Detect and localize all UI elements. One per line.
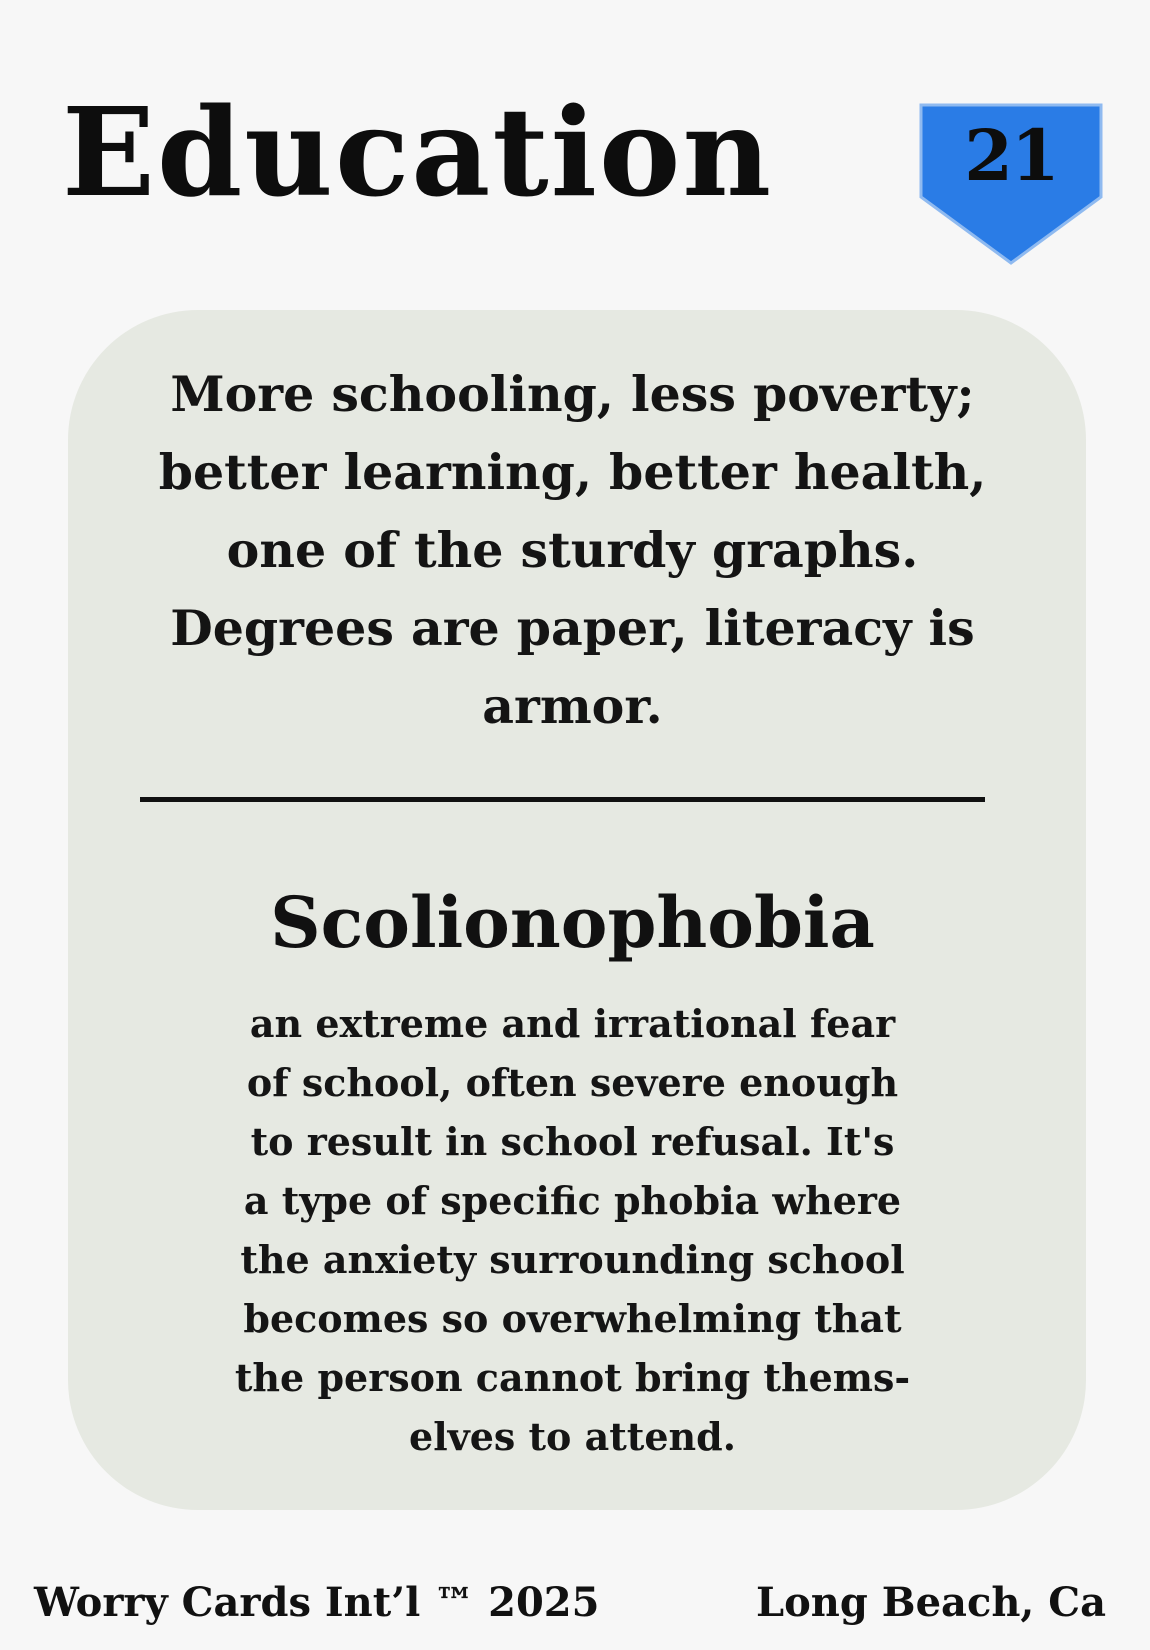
definition-line: becomes so overwhelming that (243, 1296, 902, 1341)
phobia-definition: an extreme and irrational fear of school… (180, 994, 965, 1466)
divider (140, 797, 985, 802)
card-number-badge: 21 (918, 102, 1104, 266)
phobia-term: Scolionophobia (270, 881, 875, 964)
footer-location: Long Beach, Ca (756, 1579, 1106, 1626)
definition-line: to result in school refusal. It's (250, 1119, 895, 1164)
card-title: Education (62, 80, 774, 224)
content-panel (68, 310, 1086, 1510)
definition-line: the person cannot bring thems- (234, 1355, 911, 1400)
definition-line: a type of specific phobia where (243, 1178, 902, 1223)
card-summary: More schooling, less poverty; better lea… (158, 365, 987, 735)
definition-line: of school, often severe enough (246, 1060, 899, 1105)
footer-publisher: Worry Cards Int’l ™ 2025 (34, 1579, 600, 1626)
shield-icon (919, 103, 1103, 265)
definition-line: an extreme and irrational fear (249, 1001, 896, 1046)
definition-line: the anxiety surrounding school (240, 1237, 905, 1282)
card-number: 21 (964, 114, 1059, 197)
definition-line: elves to attend. (409, 1414, 736, 1459)
